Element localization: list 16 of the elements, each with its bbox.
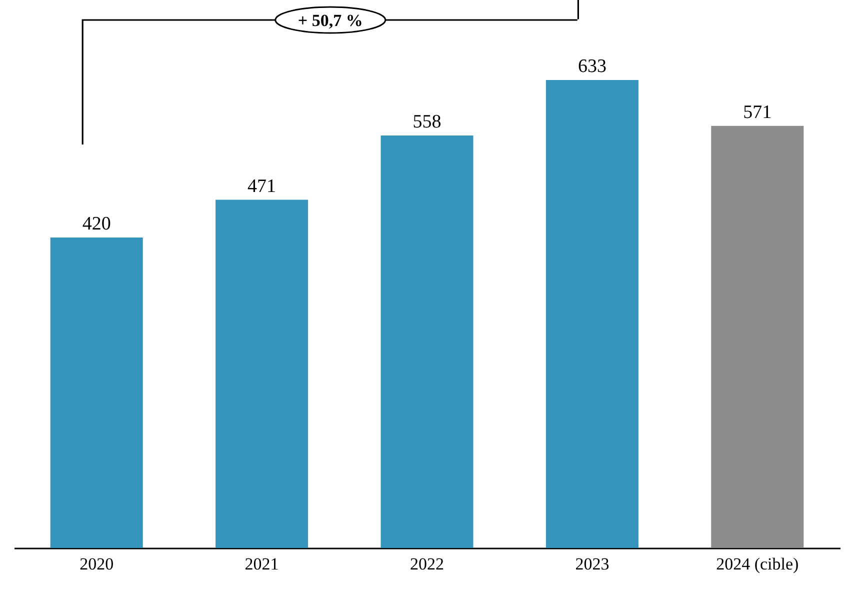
x-tick-label: 2022: [410, 554, 444, 574]
bar: [50, 237, 143, 548]
data-label: 633: [578, 56, 606, 77]
data-label: 558: [412, 111, 442, 132]
x-tick-label: 2021: [244, 554, 279, 574]
x-tick-label: 2023: [575, 554, 610, 574]
x-tick-label: 2024 (cible): [716, 554, 799, 574]
data-label: 471: [248, 176, 276, 197]
bar: [711, 126, 804, 548]
data-label: 420: [82, 213, 111, 234]
x-tick-label: 2020: [80, 554, 114, 574]
bar: [216, 200, 308, 548]
text: + 50,7 %: [298, 11, 363, 30]
bar: [546, 80, 638, 548]
data-label: 571: [743, 102, 772, 123]
bar: [380, 135, 474, 548]
